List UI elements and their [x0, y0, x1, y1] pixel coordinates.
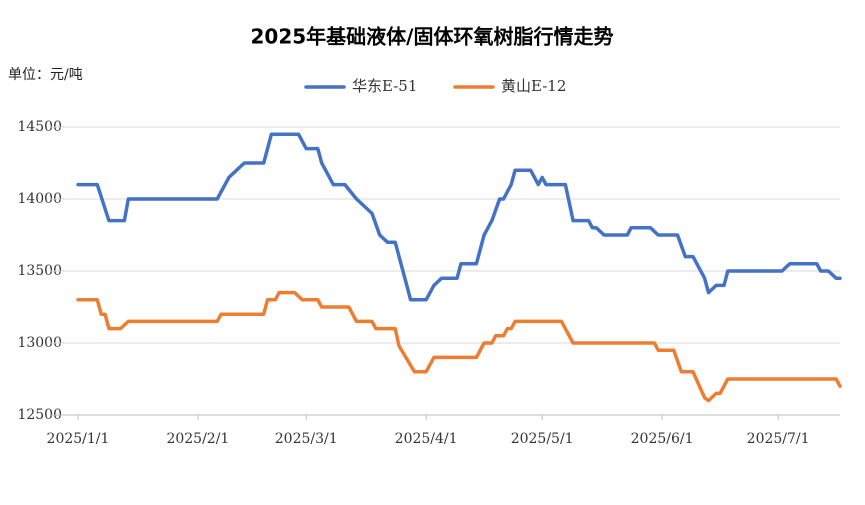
y-tick-label: 13000 — [17, 335, 62, 351]
unit-label: 单位：元/吨 — [8, 67, 83, 83]
x-tick-label: 2025/5/1 — [511, 431, 574, 447]
y-tick-label: 14500 — [17, 119, 62, 135]
y-tick-label: 14000 — [17, 191, 62, 207]
x-tick-label: 2025/4/1 — [395, 431, 458, 447]
y-tick-label: 13500 — [17, 263, 62, 279]
y-tick-label: 12500 — [17, 407, 62, 423]
x-tick-label: 2025/1/1 — [47, 431, 110, 447]
legend-label: 华东E-51 — [352, 77, 417, 95]
x-tick-label: 2025/6/1 — [631, 431, 694, 447]
x-tick-label: 2025/3/1 — [275, 431, 338, 447]
legend-label: 黄山E-12 — [501, 77, 566, 95]
series-line — [76, 290, 842, 403]
chart-title: 2025年基础液体/固体环氧树脂行情走势 — [251, 25, 614, 49]
x-tick-label: 2025/7/1 — [747, 431, 810, 447]
x-tick-label: 2025/2/1 — [166, 431, 229, 447]
series-line — [76, 132, 842, 302]
